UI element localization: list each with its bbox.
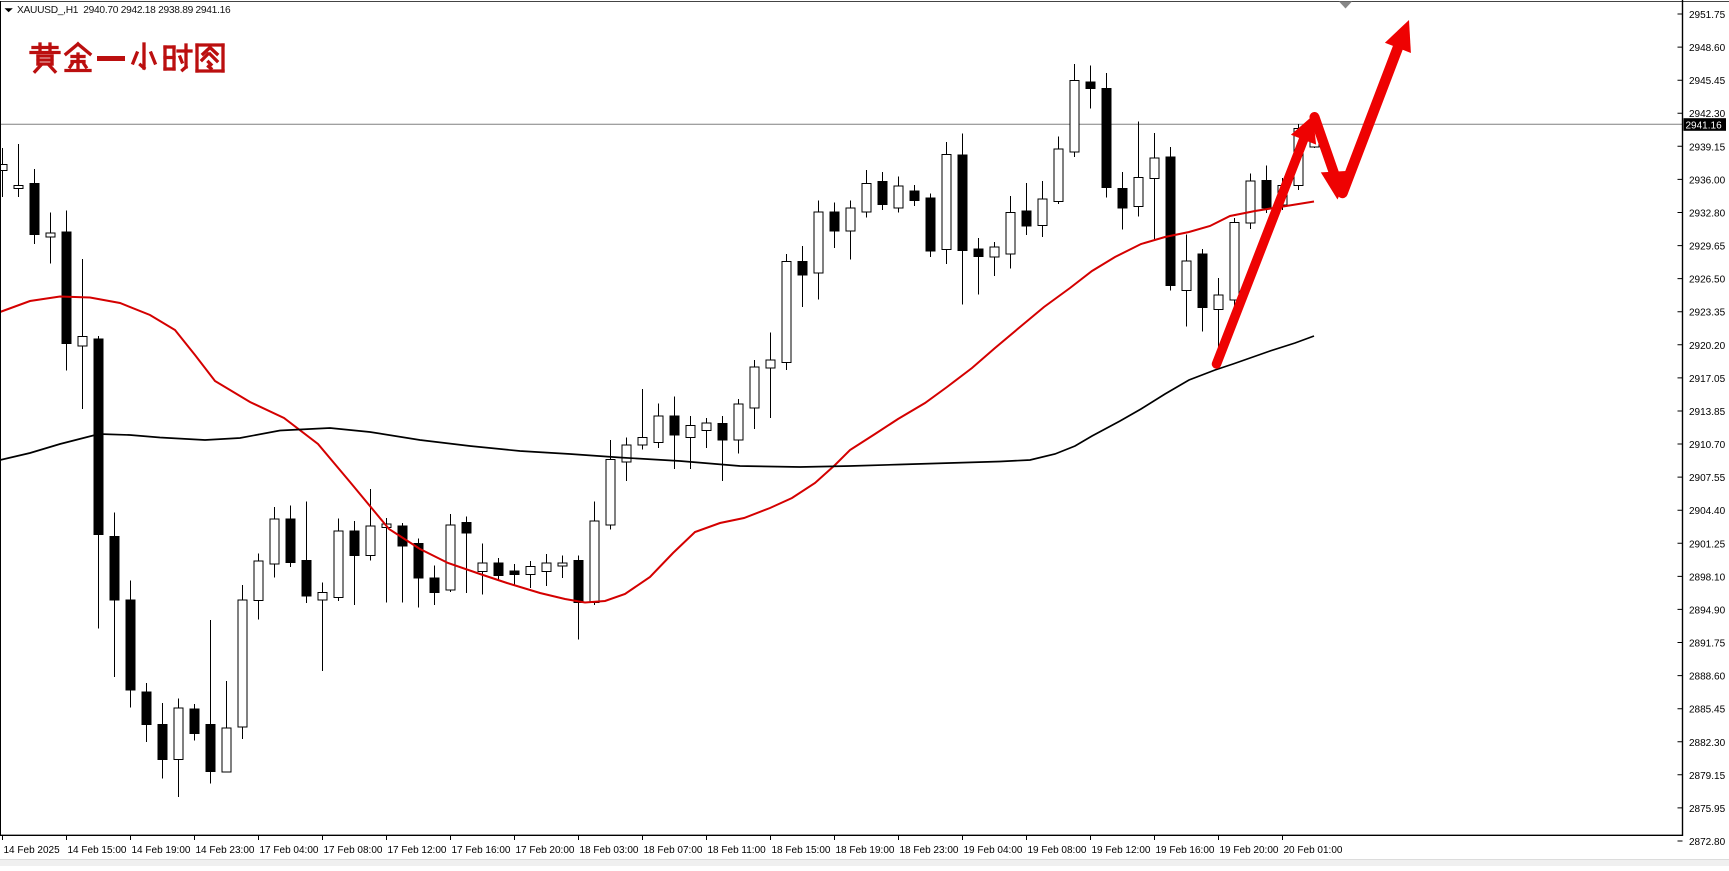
svg-text:2882.30: 2882.30 [1689, 738, 1726, 749]
svg-text:19 Feb 16:00: 19 Feb 16:00 [1156, 845, 1215, 856]
svg-text:2945.45: 2945.45 [1689, 76, 1726, 87]
svg-text:14 Feb 2025: 14 Feb 2025 [4, 845, 61, 856]
svg-text:19 Feb 08:00: 19 Feb 08:00 [1028, 845, 1087, 856]
svg-text:17 Feb 20:00: 17 Feb 20:00 [516, 845, 575, 856]
svg-text:2948.60: 2948.60 [1689, 43, 1726, 54]
svg-text:19 Feb 04:00: 19 Feb 04:00 [964, 845, 1023, 856]
svg-text:2932.80: 2932.80 [1689, 209, 1726, 220]
svg-text:17 Feb 16:00: 17 Feb 16:00 [452, 845, 511, 856]
svg-text:20 Feb 01:00: 20 Feb 01:00 [1284, 845, 1343, 856]
svg-text:17 Feb 04:00: 17 Feb 04:00 [260, 845, 319, 856]
svg-text:2917.05: 2917.05 [1689, 374, 1726, 385]
svg-text:2901.25: 2901.25 [1689, 539, 1726, 550]
svg-text:2929.65: 2929.65 [1689, 242, 1726, 253]
svg-text:17 Feb 08:00: 17 Feb 08:00 [324, 845, 383, 856]
svg-text:2891.75: 2891.75 [1689, 639, 1726, 650]
svg-text:14 Feb 19:00: 14 Feb 19:00 [132, 845, 191, 856]
svg-text:19 Feb 12:00: 19 Feb 12:00 [1092, 845, 1151, 856]
svg-text:2875.95: 2875.95 [1689, 804, 1726, 815]
svg-text:19 Feb 20:00: 19 Feb 20:00 [1220, 845, 1279, 856]
svg-text:2894.90: 2894.90 [1689, 605, 1726, 616]
svg-text:2939.15: 2939.15 [1689, 142, 1726, 153]
svg-text:18 Feb 19:00: 18 Feb 19:00 [836, 845, 895, 856]
svg-text:2898.10: 2898.10 [1689, 572, 1726, 583]
svg-text:2951.75: 2951.75 [1689, 10, 1726, 21]
svg-text:14 Feb 15:00: 14 Feb 15:00 [68, 845, 127, 856]
svg-text:18 Feb 11:00: 18 Feb 11:00 [708, 845, 767, 856]
svg-text:2885.45: 2885.45 [1689, 705, 1726, 716]
svg-text:18 Feb 15:00: 18 Feb 15:00 [772, 845, 831, 856]
svg-text:18 Feb 07:00: 18 Feb 07:00 [644, 845, 703, 856]
svg-text:18 Feb 03:00: 18 Feb 03:00 [580, 845, 639, 856]
svg-text:XAUUSD_,H1 2940.70 2942.18 29: XAUUSD_,H1 2940.70 2942.18 2938.89 2941.… [17, 5, 231, 16]
svg-text:18 Feb 23:00: 18 Feb 23:00 [900, 845, 959, 856]
svg-text:2913.85: 2913.85 [1689, 407, 1726, 418]
svg-text:2879.15: 2879.15 [1689, 771, 1726, 782]
svg-text:2923.35: 2923.35 [1689, 308, 1726, 319]
svg-text:2926.50: 2926.50 [1689, 275, 1726, 286]
svg-text:2942.30: 2942.30 [1689, 109, 1726, 120]
svg-text:14 Feb 23:00: 14 Feb 23:00 [196, 845, 255, 856]
svg-text:2872.80: 2872.80 [1689, 837, 1726, 848]
svg-text:2936.00: 2936.00 [1689, 175, 1726, 186]
svg-text:2888.60: 2888.60 [1689, 672, 1726, 683]
svg-text:2907.55: 2907.55 [1689, 473, 1726, 484]
svg-text:2904.40: 2904.40 [1689, 506, 1726, 517]
svg-text:2910.70: 2910.70 [1689, 440, 1726, 451]
svg-text:2941.16: 2941.16 [1686, 121, 1723, 132]
svg-text:17 Feb 12:00: 17 Feb 12:00 [388, 845, 447, 856]
svg-text:2920.20: 2920.20 [1689, 341, 1726, 352]
